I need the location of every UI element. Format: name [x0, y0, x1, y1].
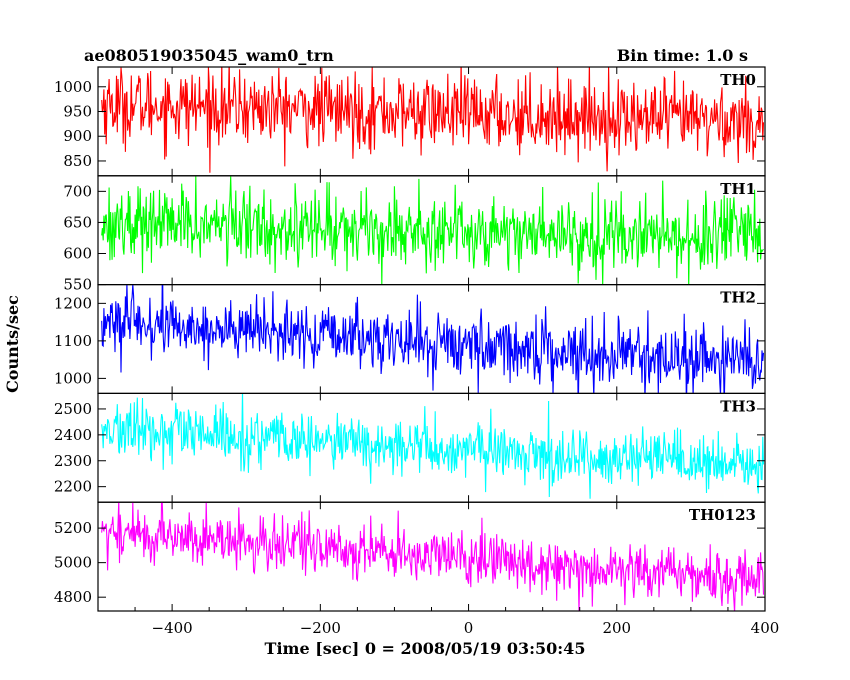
panel-label: TH1 — [720, 180, 756, 198]
y-tick-label: 700 — [63, 182, 92, 200]
panel-th0: 850 900 950 1000 TH0 — [54, 66, 766, 177]
series-line-th2 — [101, 284, 765, 394]
series-line-th0123 — [101, 502, 765, 612]
series-line-th1 — [101, 176, 764, 285]
y-tick-label: 550 — [63, 276, 92, 294]
panel-th2: 1000 1100 1200 TH2 — [54, 284, 766, 395]
y-tick-label: 5000 — [54, 554, 92, 572]
bin-time-label: Bin time: 1.0 s — [617, 46, 748, 65]
y-tick-label: 1000 — [54, 78, 92, 96]
x-axis-label: Time [sec] 0 = 2008/05/19 03:50:45 — [265, 639, 586, 658]
y-tick-label: 4800 — [54, 588, 92, 606]
panel-th0123: 4800 5000 5200 TH0123 — [54, 501, 766, 612]
x-tick-label: −200 — [300, 619, 341, 637]
series-line-th3 — [101, 393, 765, 499]
panel-label: TH0 — [720, 71, 756, 89]
panel-label: TH0123 — [689, 506, 756, 524]
x-tick-label: −400 — [152, 619, 193, 637]
panel-th1: 550 600 650 700 TH1 — [63, 175, 766, 294]
y-tick-label: 1100 — [54, 332, 92, 350]
y-tick-label: 2300 — [54, 452, 92, 470]
y-tick-label: 850 — [63, 152, 92, 170]
y-tick-label: 2200 — [54, 478, 92, 496]
chart-title: ae080519035045_wam0_trn — [84, 46, 334, 65]
x-tick-label: 0 — [464, 619, 474, 637]
y-tick-label: 650 — [63, 213, 92, 231]
x-axis: −400 −200 0 200 400 — [97, 607, 780, 637]
y-axis-label: Counts/sec — [3, 295, 22, 393]
series-line-th0 — [101, 67, 765, 173]
y-tick-label: 950 — [63, 103, 92, 121]
x-tick-label: 400 — [751, 619, 780, 637]
x-tick-label: 200 — [602, 619, 631, 637]
y-tick-label: 5200 — [54, 519, 92, 537]
y-tick-label: 1200 — [54, 294, 92, 312]
panel-th3: 2200 2300 2400 2500 TH3 — [54, 392, 766, 503]
panel-label: TH2 — [720, 289, 756, 307]
y-tick-label: 1000 — [54, 369, 92, 387]
panel-frame — [97, 284, 766, 395]
y-tick-label: 2400 — [54, 426, 92, 444]
y-tick-label: 900 — [63, 127, 92, 145]
y-tick-label: 2500 — [54, 400, 92, 418]
panel-label: TH3 — [720, 397, 756, 415]
y-tick-label: 600 — [63, 245, 92, 263]
